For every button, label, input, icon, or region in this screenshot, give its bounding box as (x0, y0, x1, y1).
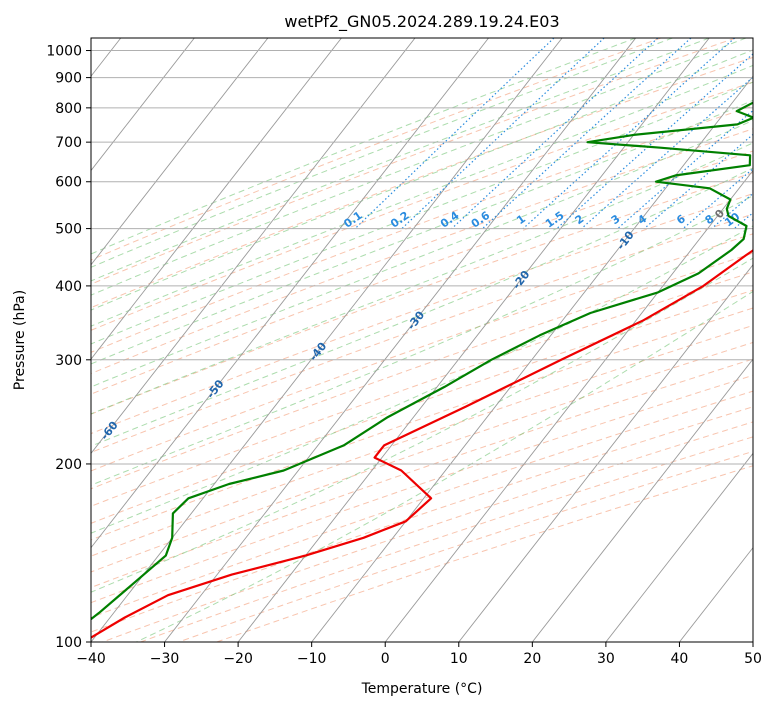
mixing-ratio-label: 16 (772, 210, 775, 230)
mixing-ratio-line (581, 76, 753, 230)
isotherm-label: -20 (510, 268, 533, 292)
x-axis-title: Temperature (°C) (361, 681, 483, 697)
moist-adiabat-line (91, 81, 753, 345)
dry-adiabat-line (140, 436, 753, 642)
mixing-ratio-label: 0.4 (438, 209, 462, 231)
isotherm-line (237, 38, 710, 642)
isotherm-line (311, 75, 753, 642)
moist-adiabat-line (91, 167, 753, 447)
x-tick-label: −10 (297, 651, 327, 667)
isotherm-label: -70 (0, 463, 13, 487)
isotherm-line (384, 169, 753, 642)
dry-adiabat-line (91, 233, 753, 472)
moist-adiabat-line (91, 142, 753, 415)
isotherm-line (91, 38, 489, 549)
isotherm-line (531, 358, 753, 642)
mixing-ratio-line (556, 53, 753, 230)
isotherm-line (458, 264, 753, 642)
isotherm-line (91, 38, 269, 266)
dry-adiabat-line (91, 252, 753, 490)
isotherm-line (91, 38, 563, 642)
mixing-ratio-line (643, 133, 753, 230)
dry-adiabat-line (91, 213, 753, 453)
x-tick-label: −30 (150, 651, 180, 667)
mixing-ratio-label: 10 (722, 210, 742, 230)
y-tick-label: 400 (55, 279, 82, 295)
profile-lines (91, 101, 753, 639)
dewpoint-profile-line (91, 101, 753, 621)
y-tick-label: 900 (55, 71, 82, 87)
y-tick-label: 100 (55, 635, 82, 651)
y-axis: 1000 900 800 700 600 500 400 300 200 100 (46, 44, 91, 651)
dry-adiabat-line (178, 450, 753, 642)
mixing-ratio-line (711, 192, 753, 230)
dry-adiabat-line (102, 421, 753, 642)
isotherm-line (605, 452, 753, 642)
dry-adiabat-line (91, 324, 753, 557)
dry-adiabat-line (91, 56, 753, 309)
y-tick-label: 300 (55, 353, 82, 369)
dry-adiabat-line (91, 128, 753, 375)
x-tick-label: −40 (76, 651, 106, 667)
x-tick-label: −20 (223, 651, 253, 667)
x-tick-label: 50 (744, 651, 762, 667)
mixing-ratio-line (733, 211, 753, 230)
isotherm-line (91, 38, 195, 172)
dry-adiabat-line (91, 307, 753, 541)
mixing-ratio-line (762, 38, 775, 229)
dry-adiabat-line (91, 105, 753, 353)
y-tick-label: 700 (55, 135, 82, 151)
mixing-ratio-label: 1.5 (543, 209, 566, 231)
temperature-profile-line (91, 249, 753, 639)
x-tick-label: 40 (671, 651, 689, 667)
isotherm-label: -50 (204, 377, 227, 401)
moist-adiabat-line (91, 38, 710, 282)
moist-adiabat-line (91, 38, 747, 296)
mixing-ratio-line (451, 38, 659, 230)
isotherm-label: -60 (98, 418, 121, 442)
isotherm-line (752, 641, 753, 642)
isotherm-line (91, 38, 342, 360)
isotherm-label: -30 (405, 308, 428, 332)
mixing-ratio-line (401, 38, 605, 230)
isotherm-label: -10 (614, 228, 637, 252)
moist-adiabat-line (136, 290, 753, 642)
dry-adiabat-line (91, 81, 753, 331)
x-tick-label: 10 (450, 651, 468, 667)
mixing-ratio-label: 1 (514, 212, 528, 227)
dry-adiabat-line (216, 465, 753, 642)
isotherm-line (164, 38, 637, 642)
dry-adiabat-line (91, 193, 753, 435)
y-tick-label: 1000 (46, 44, 82, 60)
mixing-ratio-label: 2 (573, 212, 587, 227)
mixing-ratio-label: 6 (674, 212, 688, 227)
dry-adiabat-line (91, 172, 753, 415)
dry-adiabat-line (91, 38, 736, 285)
mixing-ratio-label: 0.2 (388, 209, 411, 231)
isotherm-line (91, 38, 416, 455)
background-reference-lines (91, 38, 775, 642)
plot-frame (90, 37, 754, 643)
dry-adiabat-line (91, 150, 753, 395)
mixing-ratio-label: 3 (609, 212, 623, 227)
x-tick-label: 0 (381, 651, 390, 667)
mixing-ratio-label: 13 (750, 210, 770, 229)
y-tick-label: 600 (55, 175, 82, 191)
y-tick-label: 800 (55, 101, 82, 117)
y-tick-label: 200 (55, 457, 82, 473)
y-tick-label: 500 (55, 222, 82, 238)
moist-adiabat-line (91, 119, 753, 388)
x-axis: −40 −30 −20 −10 0 10 20 30 40 50 (76, 642, 762, 667)
y-axis-title: Pressure (hPa) (12, 290, 28, 390)
x-tick-label: 20 (523, 651, 541, 667)
mixing-ratio-label: 0.1 (341, 209, 364, 231)
moist-adiabat-line (91, 64, 753, 327)
x-tick-label: 30 (597, 651, 615, 667)
pressure-gridlines (91, 50, 753, 642)
chart-title: wetPf2_GN05.2024.289.19.24.E03 (284, 12, 559, 32)
dry-adiabat-line (91, 38, 661, 261)
